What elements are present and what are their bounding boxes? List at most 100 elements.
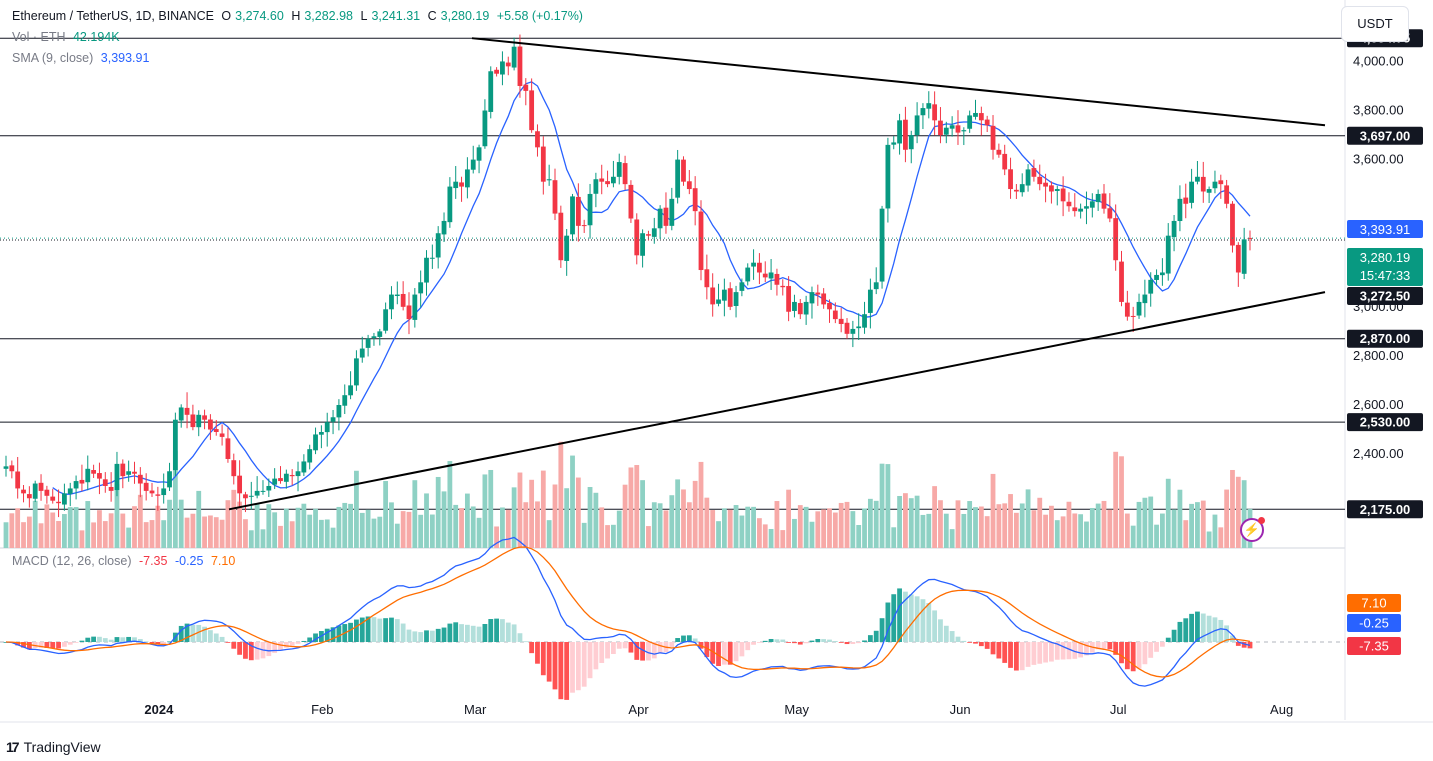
candle-body [1008, 169, 1013, 190]
volume-bar [762, 524, 768, 548]
currency-button[interactable]: USDT [1341, 6, 1409, 42]
macd-histogram-bar [1025, 642, 1031, 667]
volume-bar [383, 481, 389, 548]
volume-bar [873, 500, 879, 548]
candle-body [1060, 188, 1066, 202]
candle-body [447, 186, 453, 223]
macd-histogram-bar [774, 639, 780, 642]
candle-body [301, 461, 307, 473]
macd-histogram-bar [751, 642, 756, 645]
volume-bar [50, 512, 56, 548]
volume-bar [1049, 505, 1054, 548]
macd-histogram-bar [523, 641, 529, 643]
candle-body [1154, 274, 1159, 280]
macd-histogram-bar [1078, 642, 1084, 658]
macd-histogram-bar [400, 623, 406, 642]
volume-bar [961, 513, 967, 548]
candle-body [114, 463, 120, 491]
close-label: C [427, 9, 437, 23]
candle-body [949, 125, 955, 129]
volume-bar [523, 502, 529, 548]
volume-bar [692, 480, 698, 548]
volume-bar [91, 522, 97, 548]
volume-bar [897, 495, 902, 548]
macd-histogram-bar [1095, 642, 1101, 650]
time-axis-tick: 2024 [144, 702, 174, 717]
volume-bar [330, 527, 336, 548]
candle-body [202, 415, 207, 420]
volume-bar [1195, 502, 1200, 548]
candle-body [1200, 176, 1206, 192]
volume-bar [640, 480, 646, 548]
macd-histogram-bar [44, 642, 50, 648]
candle-body [546, 179, 552, 181]
volume-value: 42.194K [72, 30, 120, 44]
macd-histogram-bar [301, 640, 307, 642]
macd-histogram-bar [780, 639, 786, 642]
macd-histogram-bar [143, 641, 149, 643]
macd-line [5, 536, 1251, 687]
macd-histogram-bar [920, 599, 926, 642]
macd-histogram-bar [1200, 613, 1206, 642]
candle-body [780, 285, 786, 288]
candle-body [120, 463, 126, 477]
candle-body [172, 419, 178, 471]
candle-body [278, 478, 283, 482]
candle-body [1043, 182, 1048, 187]
candle-body [190, 414, 196, 428]
macd-histogram-bar [494, 618, 499, 642]
candle-body [932, 104, 938, 121]
macd-histogram-bar [429, 630, 435, 642]
candle-body [424, 257, 429, 283]
volume-bar [1013, 512, 1019, 548]
volume-bar [62, 514, 67, 548]
candle-body [126, 471, 132, 475]
macd-histogram-bar [973, 642, 978, 644]
countdown-badge: 15:47:33 [1360, 268, 1411, 283]
candle-body [832, 310, 838, 320]
volume-bar [1119, 456, 1124, 548]
macd-label: MACD (12, 26, close) [12, 554, 132, 568]
time-axis-tick: Aug [1270, 702, 1293, 717]
macd-histogram-bar [1154, 642, 1159, 652]
macd-histogram-bar [815, 638, 821, 642]
candle-body [1177, 198, 1183, 222]
lower-trendline [228, 291, 1326, 511]
macd-histogram-bar [739, 642, 745, 657]
candle-body [692, 188, 698, 212]
volume-bar [663, 510, 669, 548]
candle-body [482, 110, 488, 147]
volume-bar [949, 529, 955, 548]
volume-bar [932, 486, 938, 548]
candle-body [1101, 193, 1107, 209]
macd-histogram-bar [943, 625, 949, 642]
macd-histogram-bar [961, 640, 967, 642]
macd-histogram-bar [354, 619, 359, 642]
volume-bar [1183, 520, 1189, 548]
volume-bar [132, 506, 137, 548]
macd-histogram-bar [967, 642, 973, 643]
macd-histogram-bar [464, 624, 470, 642]
volume-bar [1008, 494, 1013, 548]
volume-bar [1206, 531, 1212, 548]
volume-bar [1025, 489, 1031, 548]
macd-histogram-bar [745, 642, 751, 651]
price-label-2,530.00-bg [1347, 413, 1423, 432]
macd-hist-badge: -7.35 [1359, 639, 1389, 654]
candle-body [1002, 153, 1008, 170]
macd-histogram-bar [488, 619, 494, 642]
macd-histogram-bar [167, 641, 172, 643]
volume-bar [32, 500, 38, 548]
tradingview-logo[interactable]: 17 TradingView [6, 739, 101, 755]
candle-body [254, 490, 260, 496]
macd-signal-value: 7.10 [210, 554, 236, 568]
candle-body [1013, 189, 1019, 192]
macd-histogram-bar [126, 636, 132, 642]
volume-bar [546, 520, 552, 548]
volume-bar [990, 473, 996, 548]
candle-body [459, 182, 464, 187]
macd-histogram-bar [85, 637, 91, 642]
macd-histogram-bar [435, 628, 441, 642]
volume-bar [558, 441, 564, 548]
